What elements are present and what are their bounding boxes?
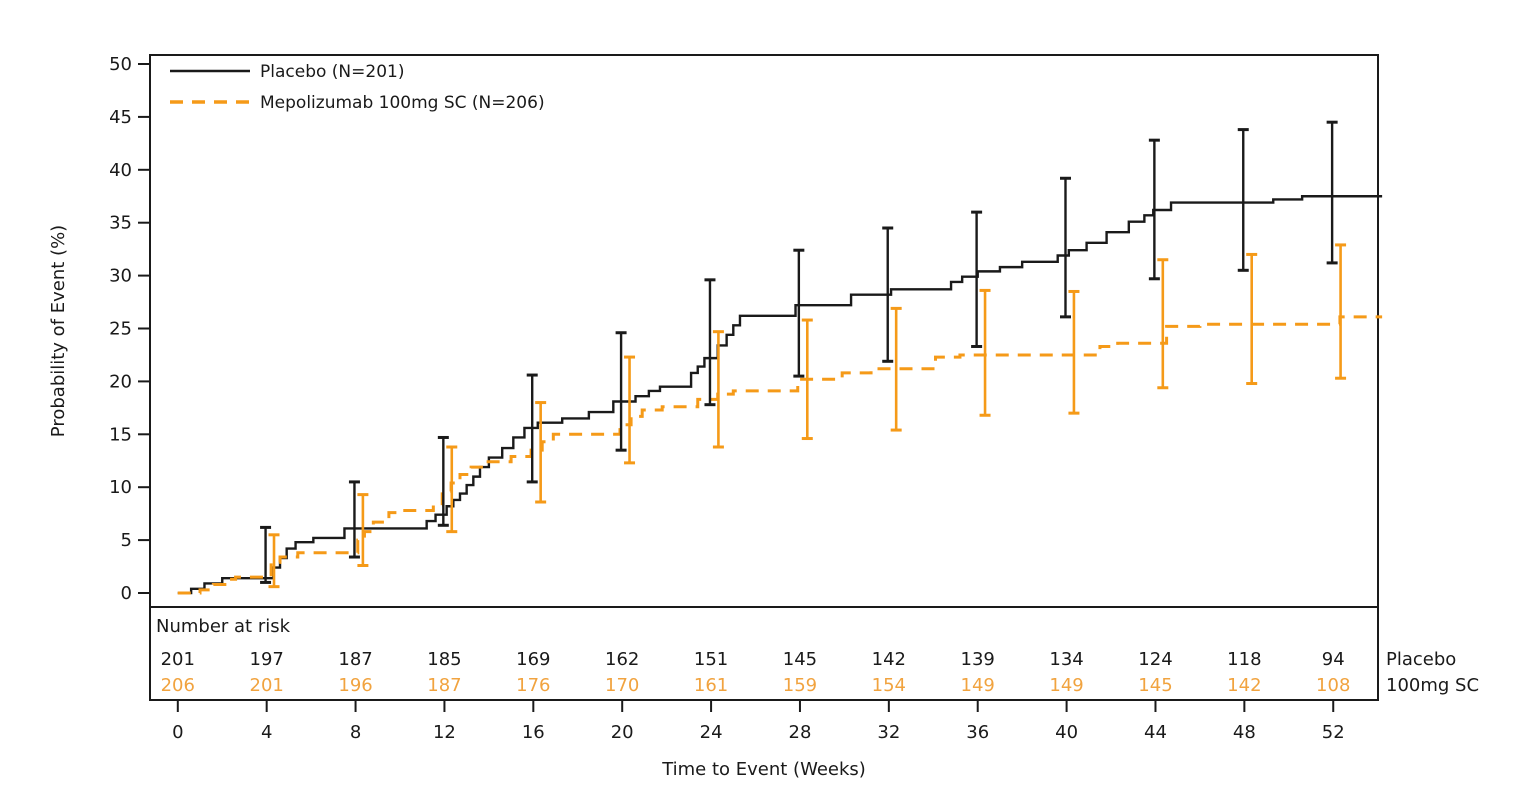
- risk-value: 187: [427, 675, 461, 696]
- risk-value: 201: [250, 675, 284, 696]
- risk-value: 159: [783, 675, 817, 696]
- risk-row-label: 100mg SC: [1386, 675, 1479, 696]
- placebo-ci-bars: [260, 120, 1338, 584]
- at-risk-table: Number at risk 201 197 187 185 169 162 151 145 14…: [156, 616, 1479, 696]
- x-tick-label-16: 16: [522, 722, 545, 743]
- y-tick-label-10: 10: [109, 477, 132, 498]
- risk-value: 142: [1227, 675, 1261, 696]
- y-tick-label-30: 30: [109, 266, 132, 287]
- risk-value: 118: [1227, 649, 1261, 670]
- y-tick-label-40: 40: [109, 160, 132, 181]
- risk-row-placebo: 201 197 187 185 169 162 151 145 142 139 134 124 118 9…: [161, 649, 1457, 670]
- x-tick-label-44: 44: [1144, 722, 1167, 743]
- risk-row-mepolizumab: 206 201 196 187 176 170 161 159 154 149 149 145 142 1…: [161, 675, 1479, 696]
- y-axis: 0 5 10 15 20 25 30 35 40 45 50: [109, 54, 150, 604]
- risk-value: 206: [161, 675, 195, 696]
- legend-label-placebo: Placebo (N=201): [260, 62, 404, 82]
- y-tick-label-0: 0: [121, 583, 132, 604]
- risk-value: 201: [161, 649, 195, 670]
- x-axis: 0 4 8 12 16 20 24 28 32 36 40 44 48 52: [172, 700, 1345, 743]
- risk-value: 149: [961, 675, 995, 696]
- mepolizumab-curve: [177, 315, 1383, 595]
- x-tick-label-52: 52: [1322, 722, 1345, 743]
- risk-value: 108: [1316, 675, 1350, 696]
- risk-value: 149: [1049, 675, 1083, 696]
- risk-value: 145: [783, 649, 817, 670]
- risk-value: 134: [1049, 649, 1083, 670]
- risk-value: 170: [605, 675, 639, 696]
- plot-frame: [149, 54, 1379, 701]
- x-tick-label-20: 20: [611, 722, 634, 743]
- x-tick-label-0: 0: [172, 722, 183, 743]
- x-tick-label-8: 8: [350, 722, 361, 743]
- risk-value: 142: [872, 649, 906, 670]
- x-tick-label-24: 24: [700, 722, 723, 743]
- risk-value: 161: [694, 675, 728, 696]
- y-axis-title: Probability of Event (%): [48, 225, 69, 437]
- placebo-curve: [177, 195, 1383, 595]
- x-tick-label-40: 40: [1055, 722, 1078, 743]
- risk-value: 176: [516, 675, 550, 696]
- x-tick-label-36: 36: [966, 722, 989, 743]
- x-tick-label-4: 4: [261, 722, 272, 743]
- plot-border: [149, 54, 1379, 701]
- risk-value: 187: [338, 649, 372, 670]
- x-tick-label-28: 28: [789, 722, 812, 743]
- risk-value: 197: [250, 649, 284, 670]
- legend: Placebo (N=201) Mepolizumab 100mg SC (N=2…: [170, 62, 545, 113]
- mepolizumab-ci-bars: [268, 243, 1347, 589]
- risk-value: 169: [516, 649, 550, 670]
- risk-value: 145: [1138, 675, 1172, 696]
- risk-value: 139: [961, 649, 995, 670]
- risk-value: 124: [1138, 649, 1172, 670]
- risk-value: 154: [872, 675, 906, 696]
- legend-label-mepolizumab: Mepolizumab 100mg SC (N=206): [260, 93, 545, 113]
- y-tick-label-20: 20: [109, 371, 132, 392]
- y-tick-label-50: 50: [109, 54, 132, 75]
- y-tick-label-15: 15: [109, 424, 132, 445]
- y-tick-label-35: 35: [109, 213, 132, 234]
- x-tick-label-48: 48: [1233, 722, 1256, 743]
- risk-value: 185: [427, 649, 461, 670]
- risk-row-label: Placebo: [1386, 649, 1456, 670]
- x-tick-label-12: 12: [433, 722, 456, 743]
- y-tick-label-25: 25: [109, 319, 132, 340]
- y-tick-label-5: 5: [121, 530, 132, 551]
- risk-value: 196: [338, 675, 372, 696]
- risk-value: 94: [1322, 649, 1345, 670]
- x-axis-title: Time to Event (Weeks): [661, 759, 866, 780]
- risk-value: 162: [605, 649, 639, 670]
- risk-value: 151: [694, 649, 728, 670]
- y-tick-label-45: 45: [109, 107, 132, 128]
- x-tick-label-32: 32: [877, 722, 900, 743]
- at-risk-heading: Number at risk: [156, 616, 291, 637]
